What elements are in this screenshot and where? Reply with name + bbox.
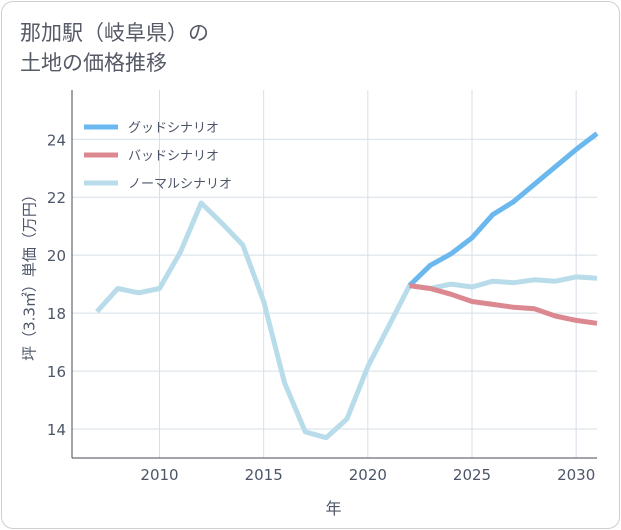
plot-area-frame <box>71 90 597 459</box>
x-tick-label-2010: 2010 <box>140 466 178 484</box>
y-tick-label-16: 16 <box>47 363 66 381</box>
x-tick-label-2015: 2015 <box>245 466 283 484</box>
legend-label-3: ノーマルシナリオ <box>128 177 232 192</box>
chart-title: 那加駅（岐阜県）の 土地の価格推移 <box>20 18 209 78</box>
legend-label-1: グッドシナリオ <box>128 121 219 136</box>
y-tick-label-22: 22 <box>47 189 66 207</box>
x-tick-label-2025: 2025 <box>453 466 491 484</box>
series-line-2 <box>409 283 598 326</box>
series-line-1 <box>407 131 599 288</box>
chart-title-line-2: 土地の価格推移 <box>20 51 167 75</box>
y-tick-label-14: 14 <box>47 421 66 439</box>
grid-lines <box>72 90 597 458</box>
x-tick-label-2030: 2030 <box>557 466 595 484</box>
y-tick-label-18: 18 <box>47 305 66 323</box>
series-line-3 <box>95 200 598 441</box>
legend-label-2: バッドシナリオ <box>128 149 219 164</box>
x-axis-title: 年 <box>325 499 341 518</box>
x-tick-label-2020: 2020 <box>349 466 387 484</box>
series-lines <box>95 131 599 441</box>
y-tick-label-24: 24 <box>47 131 66 149</box>
axes: 2010 2015 2020 2025 2030 14 16 18 20 22 24 年 坪（3.3㎡）… <box>21 131 596 518</box>
y-tick-label-20: 20 <box>47 247 66 265</box>
y-axis-title: 坪（3.3㎡）単価（万円） <box>21 187 39 361</box>
chart-title-line-1: 那加駅（岐阜県）の <box>20 21 209 45</box>
